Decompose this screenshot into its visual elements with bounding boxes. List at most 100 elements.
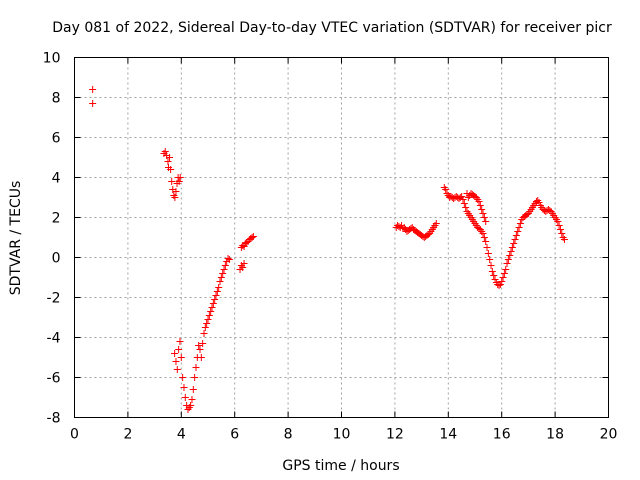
data-point bbox=[491, 276, 499, 283]
data-point bbox=[495, 282, 503, 289]
data-point bbox=[249, 233, 257, 240]
y-tick-label: -4 bbox=[47, 331, 61, 347]
data-point bbox=[189, 386, 197, 393]
x-tick-label: 12 bbox=[386, 427, 404, 443]
data-point bbox=[209, 300, 217, 307]
data-point bbox=[166, 154, 174, 161]
y-tick-label: 8 bbox=[52, 91, 61, 107]
data-point bbox=[187, 402, 195, 409]
data-point bbox=[179, 374, 187, 381]
data-point bbox=[176, 338, 184, 345]
data-point bbox=[89, 86, 97, 93]
data-point bbox=[535, 199, 543, 206]
x-tick-label: 0 bbox=[70, 427, 79, 443]
data-point bbox=[486, 256, 494, 263]
data-point bbox=[560, 236, 568, 243]
y-tick-label: 0 bbox=[52, 251, 61, 267]
y-axis-label: SDTVAR / TECUs bbox=[8, 181, 24, 296]
data-point bbox=[510, 240, 518, 247]
data-point bbox=[482, 238, 490, 245]
data-point bbox=[504, 256, 512, 263]
y-tick-label: -6 bbox=[47, 371, 61, 387]
data-point bbox=[556, 226, 564, 233]
data-point bbox=[175, 346, 183, 353]
data-point bbox=[89, 100, 97, 107]
data-point bbox=[195, 342, 203, 349]
data-point bbox=[460, 200, 468, 207]
data-point bbox=[207, 308, 215, 315]
data-point bbox=[459, 196, 467, 203]
data-point bbox=[248, 234, 256, 241]
data-point bbox=[212, 292, 220, 299]
data-point bbox=[432, 220, 440, 227]
data-point bbox=[219, 270, 227, 277]
data-point bbox=[161, 148, 169, 155]
data-points bbox=[89, 86, 568, 413]
data-point bbox=[478, 206, 486, 213]
data-point bbox=[483, 244, 491, 251]
y-tick-labels: -8 -6 -4 -2 0 2 4 6 8 10 bbox=[43, 51, 61, 427]
data-point bbox=[475, 198, 483, 205]
data-point bbox=[502, 266, 510, 273]
data-point bbox=[208, 304, 216, 311]
data-point bbox=[512, 232, 520, 239]
data-point bbox=[482, 218, 490, 225]
x-tick-label: 20 bbox=[600, 427, 618, 443]
data-point bbox=[507, 248, 515, 255]
x-tick-label: 2 bbox=[123, 427, 132, 443]
data-point bbox=[216, 278, 224, 285]
data-point bbox=[462, 204, 470, 211]
data-point bbox=[479, 210, 487, 217]
x-tick-label: 8 bbox=[284, 427, 293, 443]
y-tick-label: 6 bbox=[52, 131, 61, 147]
data-point bbox=[508, 244, 516, 251]
data-point bbox=[199, 340, 207, 347]
data-point bbox=[196, 346, 204, 353]
data-point bbox=[172, 188, 180, 195]
data-point bbox=[458, 193, 466, 200]
data-point bbox=[215, 284, 223, 291]
data-point bbox=[498, 278, 506, 285]
data-point bbox=[203, 320, 211, 327]
y-tick-label: -2 bbox=[47, 291, 61, 307]
data-point bbox=[516, 220, 524, 227]
data-point bbox=[496, 281, 504, 288]
data-point bbox=[168, 178, 176, 185]
data-point bbox=[181, 394, 189, 401]
data-point bbox=[442, 186, 450, 193]
y-tick-label: -8 bbox=[47, 411, 61, 427]
data-point bbox=[500, 270, 508, 277]
data-point bbox=[490, 272, 498, 279]
data-point bbox=[175, 178, 183, 185]
x-tick-label: 4 bbox=[177, 427, 186, 443]
y-tick-label: 10 bbox=[43, 51, 61, 67]
data-point bbox=[171, 350, 179, 357]
x-tick-labels: 0 2 4 6 8 10 12 14 16 18 20 bbox=[70, 427, 617, 443]
data-point bbox=[514, 228, 522, 235]
data-point bbox=[515, 224, 523, 231]
data-point bbox=[503, 260, 511, 267]
data-point bbox=[476, 202, 484, 209]
data-point bbox=[220, 266, 228, 273]
x-tick-label: 16 bbox=[493, 427, 511, 443]
data-point bbox=[225, 256, 233, 263]
data-point bbox=[506, 252, 514, 259]
data-point bbox=[555, 222, 563, 229]
data-point bbox=[171, 194, 179, 201]
data-point bbox=[487, 262, 495, 269]
data-point bbox=[188, 396, 196, 403]
data-point bbox=[554, 218, 562, 225]
y-tick-label: 4 bbox=[52, 171, 61, 187]
data-point bbox=[192, 364, 200, 371]
data-point bbox=[173, 366, 181, 373]
data-point bbox=[224, 255, 232, 262]
data-point bbox=[197, 354, 205, 361]
data-point bbox=[164, 158, 172, 165]
data-point bbox=[479, 230, 487, 237]
data-point bbox=[217, 274, 225, 281]
y-tick-label: 2 bbox=[52, 211, 61, 227]
data-point bbox=[480, 214, 488, 221]
data-point bbox=[177, 354, 185, 361]
x-tick-label: 10 bbox=[333, 427, 351, 443]
